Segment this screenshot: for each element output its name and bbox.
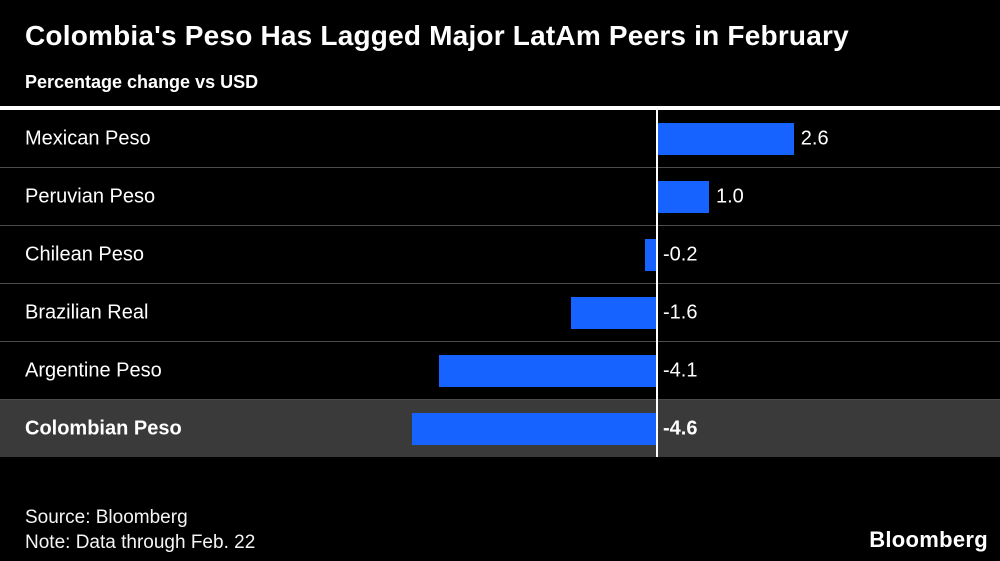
value-bar [571,296,656,329]
value-bar [656,122,794,155]
chart-row: Argentine Peso -4.1 [0,341,1000,399]
chart-subtitle: Percentage change vs USD [25,72,259,93]
chart-row: Mexican Peso 2.6 [0,110,1000,167]
chart-row: Colombian Peso -4.6 [0,399,1000,458]
chart-row: Peruvian Peso 1.0 [0,167,1000,225]
value-bar [438,354,656,387]
category-label: Argentine Peso [25,359,162,382]
chart-title: Colombia's Peso Has Lagged Major LatAm P… [25,20,849,51]
category-label: Peruvian Peso [25,185,156,208]
category-label: Chilean Peso [25,243,144,266]
zero-baseline [656,110,658,458]
chart-row: Chilean Peso -0.2 [0,225,1000,283]
source-note-block: Source: Bloomberg Note: Data through Feb… [25,506,255,555]
value-label: -4.6 [663,417,698,440]
bar-chart: Mexican Peso 2.6 Peruvian Peso 1.0 Chilean P… [0,106,1000,458]
value-bar [645,238,656,271]
category-label: Mexican Peso [25,127,151,150]
value-bar [656,180,709,213]
bloomberg-logo: Bloomberg [869,527,988,552]
value-label: -4.1 [663,359,698,382]
value-label: 1.0 [716,185,744,208]
note-text: Note: Data through Feb. 22 [25,531,256,553]
value-label: 2.6 [800,127,829,150]
category-label: Brazilian Real [25,301,149,324]
category-label: Colombian Peso [25,417,182,440]
value-label: -0.2 [663,243,698,266]
value-label: -1.6 [663,301,698,324]
chart-header: Colombia's Peso Has Lagged Major LatAm P… [0,0,1000,93]
source-text: Source: Bloomberg [25,507,188,529]
chart-row: Brazilian Real -1.6 [0,283,1000,341]
value-bar [412,412,656,445]
chart-footer: Source: Bloomberg Note: Data through Feb… [25,506,988,555]
